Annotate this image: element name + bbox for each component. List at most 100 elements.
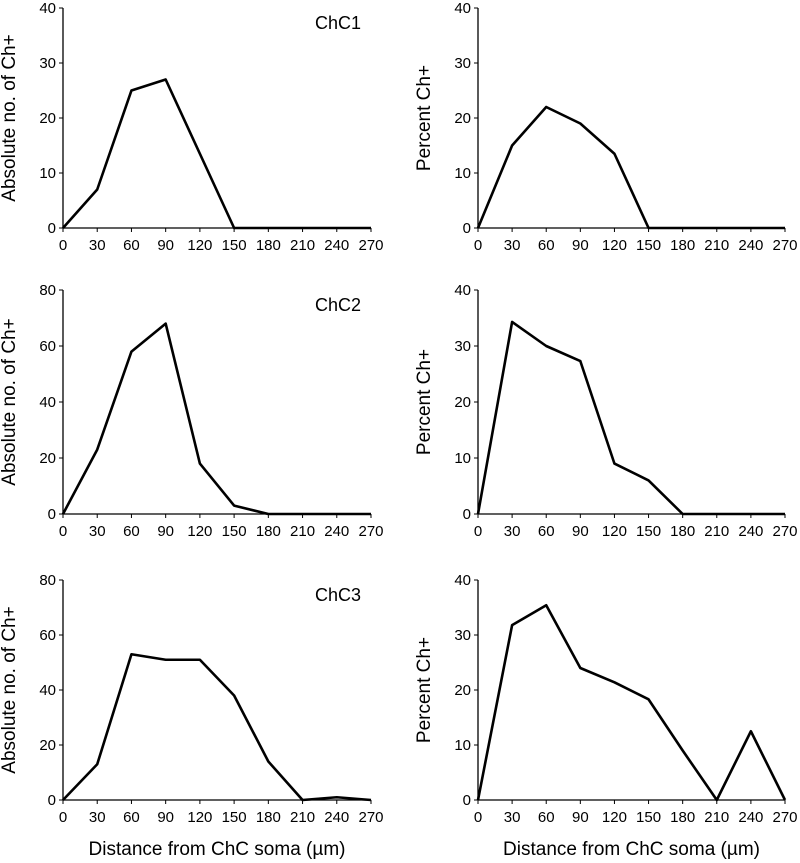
x-tick-label: 0: [474, 523, 482, 540]
chart-panel-6: 0 10 20 30 40 0 30 60 90 120 150 180 210 240 270 Percen…: [414, 572, 798, 860]
x-tick-label: 240: [324, 523, 349, 540]
chart-panel-1: 0 10 20 30 40 0 30 60 90 120 150 180 210 240 270 Absolu…: [0, 0, 384, 254]
x-tick-label: 90: [572, 809, 589, 826]
x-tick-label: 180: [256, 523, 281, 540]
y-tick-label: 20: [39, 737, 56, 754]
x-tick-label: 120: [187, 809, 212, 826]
x-tick-label: 150: [636, 809, 661, 826]
series-line: [476, 105, 785, 230]
y-tick-label: 0: [463, 220, 471, 237]
x-tick-label: 210: [704, 809, 729, 826]
x-tick-label: 180: [670, 809, 695, 826]
x-tick-label: 30: [89, 523, 106, 540]
y-tick-label: 20: [454, 110, 471, 127]
x-tick-label: 210: [704, 523, 729, 540]
x-tick-label: 150: [222, 809, 247, 826]
y-tick-label: 40: [454, 0, 471, 17]
y-tick-label: 80: [39, 282, 56, 299]
x-tick-label: 0: [59, 809, 67, 826]
y-tick-label: 10: [39, 165, 56, 182]
x-tick-label: 120: [602, 809, 627, 826]
y-tick-label: 0: [48, 792, 56, 809]
y-tick-label: 30: [454, 627, 471, 644]
series-line: [62, 652, 372, 802]
y-axis-label: Absolute no. of Ch+: [0, 34, 20, 201]
y-tick-label: 0: [48, 506, 56, 523]
x-tick-label: 240: [738, 523, 763, 540]
y-tick-label: 0: [463, 792, 471, 809]
x-tick-label: 270: [358, 809, 383, 826]
x-tick-label: 150: [636, 237, 661, 254]
x-tick-label: 150: [222, 237, 247, 254]
y-tick-label: 20: [39, 450, 56, 467]
x-tick-label: 270: [772, 237, 797, 254]
x-axis-label: Distance from ChC soma (µm): [503, 839, 760, 860]
x-tick-label: 210: [704, 237, 729, 254]
x-tick-label: 0: [474, 809, 482, 826]
x-tick-label: 30: [504, 523, 521, 540]
x-tick-label: 180: [670, 523, 695, 540]
x-tick-label: 60: [123, 809, 140, 826]
series-line: [61, 322, 371, 516]
y-tick-label: 30: [454, 55, 471, 72]
series-line: [476, 320, 785, 516]
x-tick-label: 90: [572, 237, 589, 254]
x-tick-label: 90: [157, 809, 174, 826]
y-tick-label: 10: [454, 737, 471, 754]
x-tick-label: 180: [256, 237, 281, 254]
chart-panel-5: 0 20 40 60 80 0 30 60 90 120 150 180 210 240 270 Absolu…: [0, 572, 384, 860]
y-tick-label: 40: [454, 282, 471, 299]
y-tick-label: 60: [39, 338, 56, 355]
x-tick-label: 0: [474, 237, 482, 254]
x-tick-label: 30: [504, 237, 521, 254]
x-tick-label: 30: [89, 809, 106, 826]
y-tick-label: 10: [454, 450, 471, 467]
x-tick-label: 30: [89, 237, 106, 254]
y-tick-label: 40: [454, 572, 471, 589]
x-tick-label: 210: [290, 237, 315, 254]
y-tick-label: 20: [39, 110, 56, 127]
x-tick-label: 90: [157, 523, 174, 540]
x-tick-label: 210: [290, 809, 315, 826]
panel-label: ChC2: [315, 295, 361, 315]
x-tick-label: 60: [538, 809, 555, 826]
series-line: [476, 603, 787, 802]
x-tick-label: 120: [602, 237, 627, 254]
y-tick-label: 40: [39, 0, 56, 17]
panel-label: ChC1: [315, 13, 361, 33]
chart-panel-4: 0 10 20 30 40 0 30 60 90 120 150 180 210 240 270 Percen…: [414, 282, 798, 540]
y-axis-label: Percent Ch+: [414, 637, 435, 743]
x-tick-label: 240: [738, 809, 763, 826]
y-tick-label: 30: [39, 55, 56, 72]
y-tick-label: 0: [48, 220, 56, 237]
y-tick-label: 80: [39, 572, 56, 589]
x-tick-label: 90: [157, 237, 174, 254]
x-tick-label: 210: [290, 523, 315, 540]
series-line: [62, 78, 371, 230]
x-tick-label: 150: [636, 523, 661, 540]
x-tick-label: 270: [358, 523, 383, 540]
chart-panel-3: 0 20 40 60 80 0 30 60 90 120 150 180 210 240 270 Absolu…: [0, 282, 384, 540]
x-tick-label: 150: [222, 523, 247, 540]
x-tick-label: 120: [602, 523, 627, 540]
x-tick-label: 60: [123, 523, 140, 540]
y-tick-label: 20: [454, 394, 471, 411]
x-tick-label: 240: [324, 809, 349, 826]
y-tick-label: 40: [39, 682, 56, 699]
x-tick-label: 180: [670, 237, 695, 254]
x-tick-label: 60: [538, 237, 555, 254]
x-tick-label: 180: [256, 809, 281, 826]
x-tick-label: 270: [772, 523, 797, 540]
x-tick-label: 30: [504, 809, 521, 826]
y-axis-label: Percent Ch+: [414, 349, 435, 455]
x-tick-label: 240: [324, 237, 349, 254]
x-tick-label: 120: [187, 237, 212, 254]
y-axis-label: Percent Ch+: [414, 65, 435, 171]
x-tick-label: 90: [572, 523, 589, 540]
x-tick-label: 270: [358, 237, 383, 254]
y-tick-label: 20: [454, 682, 471, 699]
y-tick-label: 60: [39, 627, 56, 644]
y-axis-label: Absolute no. of Ch+: [0, 606, 20, 773]
x-tick-label: 270: [772, 809, 797, 826]
